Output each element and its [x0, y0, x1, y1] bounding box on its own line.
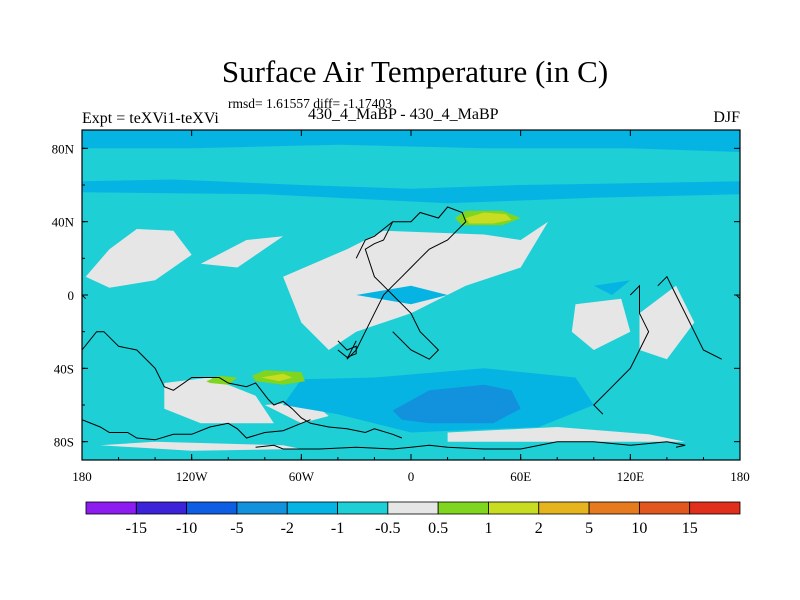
- colorbar-label-2: -5: [230, 520, 243, 537]
- land-outline-7: [657, 275, 722, 360]
- contour-region-1-7: [447, 427, 686, 442]
- land-outline-5: [337, 340, 357, 358]
- colorbar-swatch-0: [85, 501, 137, 515]
- x-tick-label-4: 60E: [510, 469, 531, 484]
- runs-subtitle: 430_4_MaBP - 430_4_MaBP: [308, 106, 499, 123]
- contour-region-1-5: [571, 298, 631, 350]
- colorbar-swatch-11: [638, 501, 691, 515]
- land-outline-0: [82, 331, 403, 439]
- colorbar-label-8: 2: [535, 520, 543, 537]
- land-outline-6: [593, 284, 650, 415]
- y-tick-label-4: 80S: [54, 435, 74, 450]
- colorbar: -15 -10 -5 -2 -1 -0.5 0.5 1 2 5 10 15: [85, 501, 741, 537]
- colorbar-label-3: -2: [281, 520, 294, 537]
- colorbar-swatch-7: [437, 501, 489, 515]
- colorbar-swatch-8: [488, 501, 540, 515]
- contour-region-1-3: [164, 377, 274, 424]
- experiment-label: Expt = teXVi1-teXVi: [82, 110, 219, 127]
- colorbar-label-1: -10: [176, 520, 197, 537]
- x-tick-label-2: 60W: [289, 469, 315, 484]
- y-tick-label-2: 0: [68, 288, 75, 303]
- contour-region-2-0: [82, 130, 740, 152]
- colorbar-swatch-9: [538, 501, 590, 515]
- colorbar-swatch-4: [286, 501, 338, 515]
- land-outline-2: [255, 441, 686, 450]
- x-tick-label-6: 180: [730, 469, 750, 484]
- land-outlines: [82, 206, 740, 450]
- y-tick-label-3: 40S: [54, 361, 74, 376]
- contour-region-2-4: [593, 280, 631, 295]
- colorbar-swatch-5: [337, 501, 389, 515]
- land-outline-8: [82, 294, 87, 300]
- x-tick-label-3: 0: [408, 469, 415, 484]
- contour-fields: [82, 130, 740, 451]
- colorbar-label-0: -15: [126, 520, 147, 537]
- contour-region-0-2: [82, 152, 740, 167]
- colorbar-swatch-12: [689, 501, 741, 515]
- x-tick-label-5: 120E: [617, 469, 645, 484]
- land-outline-9: [735, 294, 740, 300]
- y-tick-label-1: 40N: [52, 215, 75, 230]
- y-tick-label-0: 80N: [52, 141, 75, 156]
- colorbar-label-9: 5: [585, 520, 593, 537]
- contour-region-1-1: [200, 236, 284, 268]
- axis-ticks: 180 120W 60W 0 60E 120E 180 80N 40N 0 40S 80S: [52, 130, 750, 484]
- land-outline-1: [82, 419, 311, 441]
- contour-region-1-2: [283, 221, 549, 350]
- x-tick-label-0: 180: [72, 469, 92, 484]
- colorbar-label-7: 1: [484, 520, 492, 537]
- rmsd-diff-stats: rmsd= 1.61557 diff= -1.17403: [228, 96, 392, 111]
- contour-region-1-8: [100, 441, 302, 451]
- contour-region-1-0: [85, 229, 192, 288]
- colorbar-label-11: 15: [682, 520, 698, 537]
- contour-region-2-3: [356, 285, 448, 305]
- colorbar-swatch-3: [236, 501, 288, 515]
- contour-region-2-1: [82, 179, 740, 204]
- colorbar-label-6: 0.5: [428, 520, 448, 537]
- contour-region-5-0: [261, 373, 293, 382]
- colorbar-label-4: -1: [331, 520, 344, 537]
- x-tick-label-1: 120W: [176, 469, 209, 484]
- contour-region-5-1: [465, 212, 512, 224]
- colorbar-swatch-2: [186, 501, 238, 515]
- colorbar-swatch-10: [588, 501, 640, 515]
- colorbar-swatch-1: [135, 501, 188, 515]
- colorbar-swatch-6: [387, 501, 439, 515]
- season-label: DJF: [713, 109, 740, 126]
- colorbar-label-5: -0.5: [375, 520, 400, 537]
- colorbar-label-10: 10: [631, 520, 647, 537]
- land-outline-3: [346, 206, 467, 360]
- contour-region-3-0: [392, 384, 521, 424]
- land-outline-4: [364, 221, 440, 360]
- chart-title: Surface Air Temperature (in C): [221, 54, 609, 89]
